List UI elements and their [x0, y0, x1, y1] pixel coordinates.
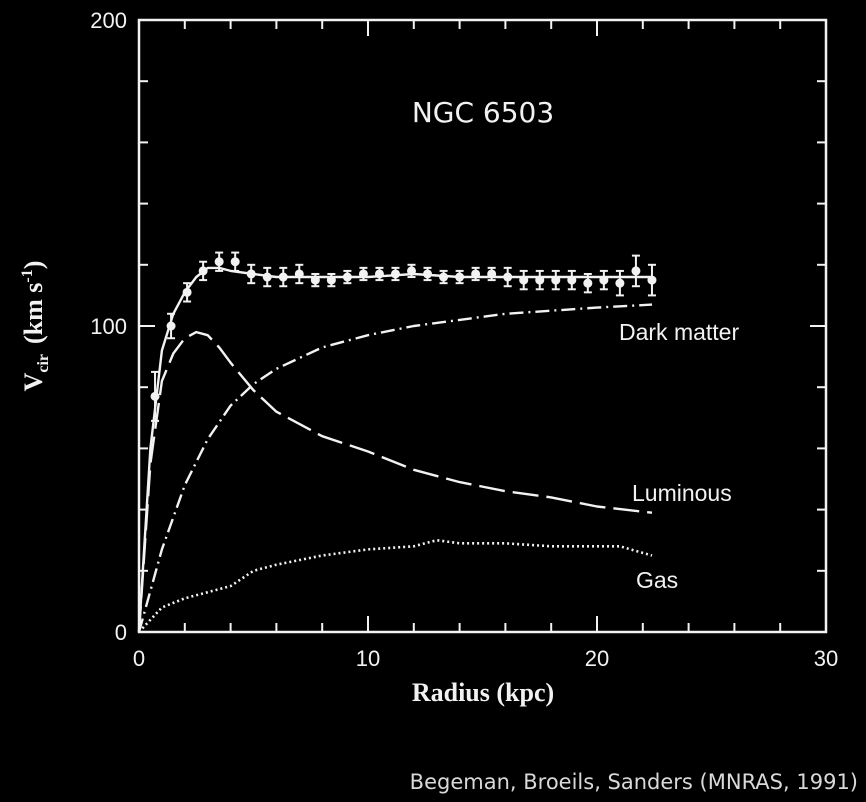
- data-point: [647, 275, 657, 285]
- data-point: [374, 269, 384, 279]
- observed-points: [150, 251, 657, 422]
- annotation-gas: Gas: [636, 567, 678, 593]
- data-point: [519, 275, 529, 285]
- data-point: [150, 391, 160, 401]
- axis-ticks: [138, 19, 827, 633]
- y-tick-label: 100: [90, 314, 127, 339]
- source-caption: Begeman, Broeils, Sanders (MNRAS, 1991): [409, 770, 858, 794]
- data-point: [326, 275, 336, 285]
- data-point: [358, 269, 368, 279]
- y-label-exp: -1: [19, 269, 36, 282]
- y-tick-label: 200: [90, 8, 127, 33]
- y-axis-label: Vcir (km s-1): [19, 261, 52, 392]
- annotation-luminous: Luminous: [632, 480, 732, 506]
- series-line-total: [137, 266, 652, 633]
- data-point: [487, 269, 497, 279]
- data-point: [214, 257, 224, 267]
- y-tick-label: 0: [115, 620, 127, 645]
- series-line-gas: [138, 538, 653, 633]
- data-point: [503, 272, 513, 282]
- data-point: [631, 266, 641, 276]
- x-tick-label: 10: [356, 646, 380, 671]
- data-point: [471, 269, 481, 279]
- tick-labels: 0 10 20 30 0 100 200: [90, 8, 838, 671]
- data-point: [599, 275, 609, 285]
- series-line-dark_matter: [137, 303, 653, 633]
- model-curves: [137, 266, 653, 633]
- y-label-main: V: [19, 372, 48, 391]
- x-tick-label: 0: [133, 646, 145, 671]
- data-point: [310, 275, 320, 285]
- y-label-sub: cir: [35, 354, 52, 373]
- data-point: [455, 272, 465, 282]
- series-line-luminous: [137, 330, 653, 633]
- data-point: [390, 269, 400, 279]
- chart-title: NGC 6503: [412, 96, 554, 129]
- data-point: [615, 278, 625, 288]
- data-point: [262, 272, 272, 282]
- data-point: [551, 275, 561, 285]
- data-point: [342, 272, 352, 282]
- data-point: [230, 257, 240, 267]
- x-tick-label: 20: [585, 646, 609, 671]
- data-point: [182, 287, 192, 297]
- data-point: [407, 266, 417, 276]
- data-point: [198, 266, 208, 276]
- data-point: [439, 272, 449, 282]
- y-label-unit: (km s: [19, 283, 48, 344]
- y-label-close: ): [19, 261, 48, 270]
- data-point: [583, 278, 593, 288]
- data-point: [423, 269, 433, 279]
- x-tick-label: 30: [814, 646, 838, 671]
- data-point: [166, 321, 176, 331]
- data-point: [567, 275, 577, 285]
- data-point: [535, 275, 545, 285]
- data-point: [294, 269, 304, 279]
- annotation-dark-matter: Dark matter: [619, 319, 739, 345]
- data-point: [278, 272, 288, 282]
- data-point: [246, 269, 256, 279]
- x-axis-label: Radius (kpc): [412, 678, 554, 707]
